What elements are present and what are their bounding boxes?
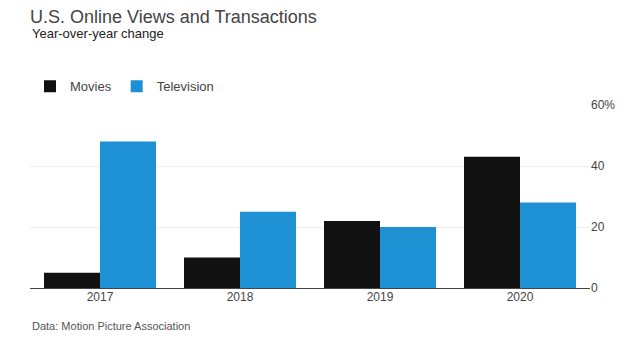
svg-text:0: 0 — [591, 281, 598, 295]
svg-text:2017: 2017 — [87, 290, 114, 304]
svg-text:40: 40 — [591, 159, 605, 173]
svg-text:60%: 60% — [591, 98, 615, 112]
svg-text:2020: 2020 — [507, 290, 534, 304]
svg-text:Movies: Movies — [70, 79, 112, 94]
svg-text:2018: 2018 — [227, 290, 254, 304]
svg-text:U.S. Online Views and Transact: U.S. Online Views and Transactions — [30, 7, 317, 27]
svg-text:2019: 2019 — [367, 290, 394, 304]
svg-text:Year-over-year change: Year-over-year change — [32, 26, 164, 41]
svg-text:20: 20 — [591, 220, 605, 234]
svg-text:Television: Television — [157, 79, 214, 94]
svg-text:Data: Motion Picture Associati: Data: Motion Picture Association — [32, 320, 190, 332]
